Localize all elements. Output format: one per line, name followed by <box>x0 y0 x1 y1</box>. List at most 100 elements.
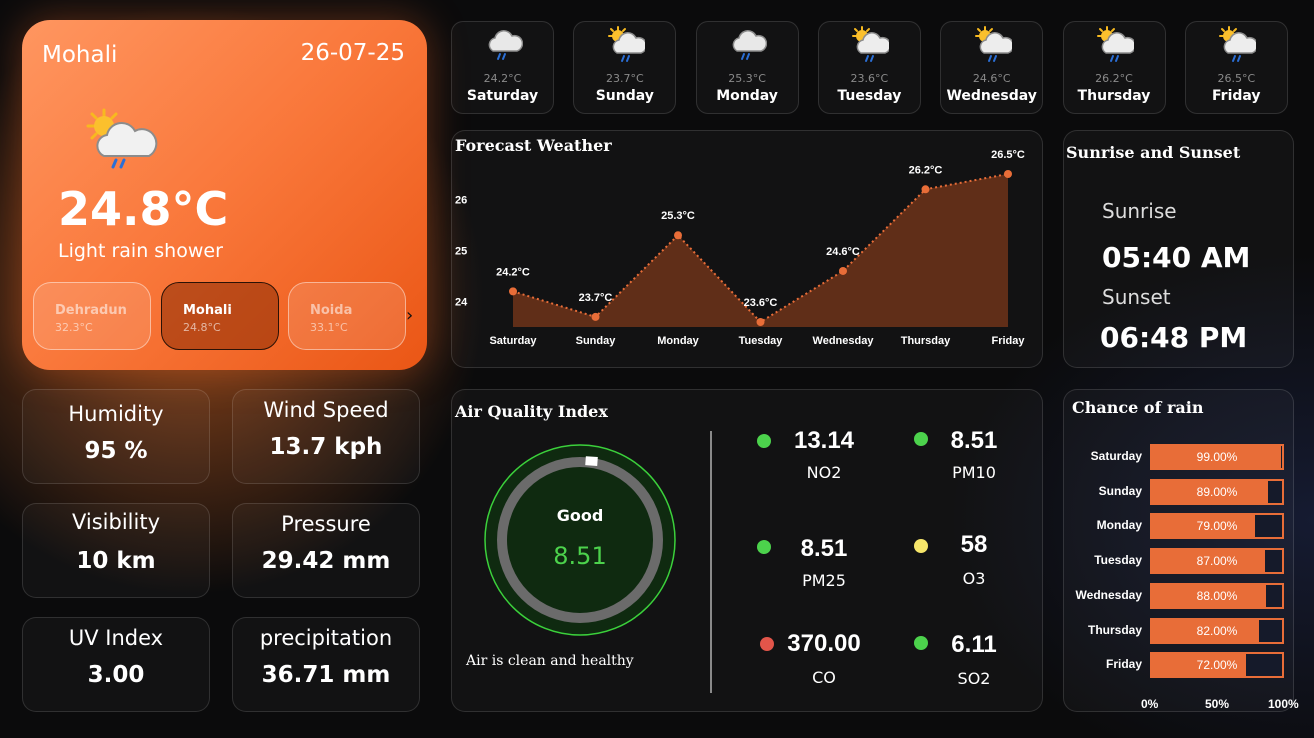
day-name: Friday <box>1212 88 1261 104</box>
cloud-rain-icon <box>452 25 553 65</box>
day-name: Thursday <box>1077 88 1151 104</box>
city-chip-name: Mohali <box>183 303 232 318</box>
day-tile-sunday[interactable]: 23.7°C Sunday <box>573 21 677 114</box>
day-temp: 23.6°C <box>850 72 889 85</box>
precipitation-label: precipitation <box>259 626 393 650</box>
forecast-data-label: 26.5°C <box>991 149 1025 161</box>
sun-cloud-rain-icon <box>1186 25 1287 65</box>
city-chip-name: Dehradun <box>55 303 127 318</box>
rain-bar-track: 89.00% <box>1150 478 1284 505</box>
day-name: Sunday <box>595 88 654 104</box>
city-chip-temp: 24.8°C <box>183 321 221 334</box>
rain-day-label: Tuesday <box>1094 553 1142 568</box>
day-name: Saturday <box>466 88 539 104</box>
pressure-value: 29.42 mm <box>261 548 391 574</box>
day-temp: 24.6°C <box>972 72 1011 85</box>
pressure-card: Pressure 29.42 mm <box>232 503 420 598</box>
current-city: Mohali <box>42 42 118 68</box>
forecast-data-label: 25.3°C <box>661 210 695 222</box>
visibility-card: Visibility 10 km <box>22 503 210 598</box>
rain-axis-tick: 0% <box>1141 697 1159 711</box>
rain-bar-row: Monday 79.00% <box>1064 513 1294 540</box>
forecast-y-tick: 25 <box>455 246 467 258</box>
forecast-point <box>839 266 847 275</box>
precipitation-card: precipitation 36.71 mm <box>232 617 420 712</box>
day-name: Wednesday <box>946 88 1037 104</box>
day-temp: 23.7°C <box>605 72 644 85</box>
rain-day-label: Sunday <box>1098 483 1142 498</box>
forecast-data-label: 24.2°C <box>496 266 530 278</box>
rain-bar-track: 72.00% <box>1150 652 1284 679</box>
forecast-data-label: 26.2°C <box>909 164 943 176</box>
rain-bar <box>1152 480 1268 503</box>
city-chip-noida[interactable]: Noida 33.1°C <box>288 282 406 350</box>
forecast-y-tick: 24 <box>455 297 468 309</box>
sunrise-sunset-card: Sunrise and Sunset Sunrise 05:40 AM Suns… <box>1063 130 1294 368</box>
city-chip-name: Noida <box>310 303 353 318</box>
city-chip-mohali[interactable]: Mohali 24.8°C <box>161 282 279 350</box>
wind-speed-card: Wind Speed 13.7 kph <box>232 389 420 484</box>
day-tile-thursday[interactable]: 26.2°C Thursday <box>1062 21 1166 114</box>
day-tile-wednesday[interactable]: 24.6°C Wednesday <box>940 21 1044 114</box>
pm25-label: PM25 <box>802 571 846 590</box>
rain-bar-row: Tuesday 87.00% <box>1064 548 1294 575</box>
sunset-time: 06:48 PM <box>1100 321 1248 354</box>
rain-bar-row: Wednesday 88.00% <box>1064 582 1294 609</box>
forecast-x-tick: Wednesday <box>813 335 875 347</box>
rain-bar-row: Thursday 82.00% <box>1064 617 1294 644</box>
uv-index-value: 3.00 <box>87 662 145 688</box>
visibility-label: Visibility <box>71 510 160 534</box>
chevron-right-icon[interactable]: › <box>406 305 414 326</box>
day-temp: 24.2°C <box>483 72 522 85</box>
co-value: 370.00 <box>787 630 861 657</box>
forecast-data-label: 24.6°C <box>826 246 860 258</box>
uv-index-label: UV Index <box>68 626 164 650</box>
forecast-data-label: 23.7°C <box>579 292 613 304</box>
forecast-area <box>513 174 1008 327</box>
sunrise-label: Sunrise <box>1102 199 1177 223</box>
rain-bar-label: 88.00% <box>1196 588 1238 603</box>
humidity-card: Humidity 95 % <box>22 389 210 484</box>
sun-cloud-rain-icon <box>941 25 1042 65</box>
rain-bar-track: 82.00% <box>1150 617 1284 644</box>
pressure-label: Pressure <box>281 512 371 536</box>
forecast-point <box>1004 170 1012 178</box>
aqi-message: Air is clean and healthy <box>466 653 634 669</box>
so2-value: 6.11 <box>951 631 997 658</box>
aqi-divider <box>710 431 712 693</box>
forecast-x-tick: Monday <box>657 335 699 347</box>
forecast-x-tick: Saturday <box>489 335 537 347</box>
rain-axis-tick: 100% <box>1268 697 1299 711</box>
pm10-label: PM10 <box>952 463 996 482</box>
forecast-x-tick: Sunday <box>576 335 617 347</box>
forecast-point <box>591 312 600 321</box>
humidity-value: 95 % <box>84 438 148 464</box>
rain-bar <box>1152 446 1281 468</box>
rain-bar-track: 99.00% <box>1150 444 1284 470</box>
rain-bar <box>1152 619 1259 642</box>
wind-speed-value: 13.7 kph <box>269 434 383 460</box>
day-tile-tuesday[interactable]: 23.6°C Tuesday <box>817 21 921 114</box>
air-quality-title: Air Quality Index <box>455 402 608 421</box>
day-temp: 26.5°C <box>1217 72 1256 85</box>
visibility-value: 10 km <box>76 548 156 574</box>
forecast-data-label: 23.6°C <box>744 297 778 309</box>
rain-bar-track: 87.00% <box>1150 548 1284 575</box>
day-tile-monday[interactable]: 25.3°C Monday <box>695 21 799 114</box>
pm25-value: 8.51 <box>800 535 848 562</box>
forecast-weather-card: Forecast Weather 24 25 26 24.2°C Saturday 23.… <box>451 130 1043 368</box>
city-chip-dehradun[interactable]: Dehradun 32.3°C <box>33 282 151 350</box>
day-tile-saturday[interactable]: 24.2°C Saturday <box>451 21 554 114</box>
forecast-x-tick: Thursday <box>901 335 951 347</box>
rain-bar-row: Saturday 99.00% <box>1064 444 1294 470</box>
so2-label: SO2 <box>957 669 991 688</box>
rain-bar-label: 99.00% <box>1196 450 1238 464</box>
sunset-label: Sunset <box>1102 285 1171 309</box>
pm25-status-dot <box>757 540 771 554</box>
no2-status-dot <box>757 434 771 448</box>
day-tile-friday[interactable]: 26.5°C Friday <box>1184 21 1288 114</box>
chance-of-rain-title: Chance of rain <box>1072 398 1204 417</box>
no2-value: 13.14 <box>793 427 855 454</box>
rain-axis-tick: 50% <box>1205 697 1230 711</box>
rain-bar <box>1152 584 1267 607</box>
